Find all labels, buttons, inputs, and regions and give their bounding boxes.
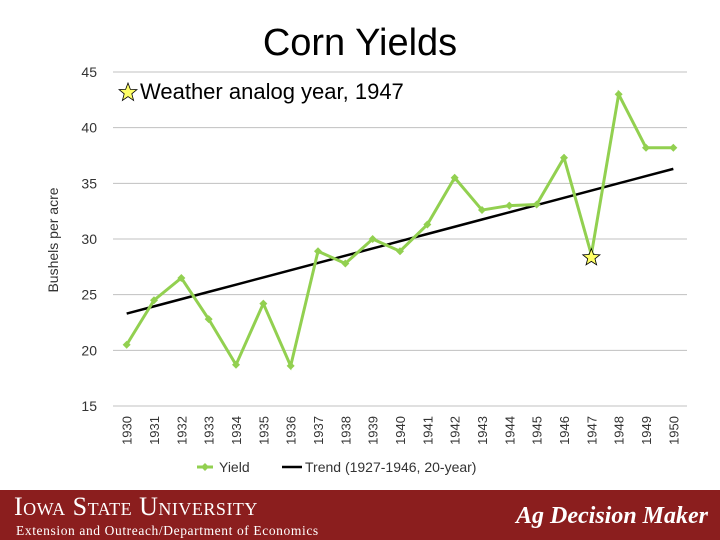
- footer-logo: Iowa State University: [14, 492, 258, 521]
- series-lines: [125, 89, 674, 371]
- yield-point: [150, 296, 158, 305]
- x-tick-label: 1930: [120, 416, 135, 445]
- legend-yield-marker: [201, 463, 209, 471]
- yield-point: [259, 299, 268, 308]
- x-tick-label: 1937: [311, 416, 326, 445]
- yield-point: [122, 340, 131, 349]
- x-tick-label: 1936: [284, 416, 299, 445]
- annotation-text: Weather analog year, 1947: [140, 79, 404, 104]
- x-tick-label: 1947: [584, 416, 599, 445]
- yield-point: [286, 361, 295, 370]
- x-tick-label: 1944: [502, 416, 517, 445]
- annotation: Weather analog year, 1947: [118, 79, 404, 105]
- highlight-star: [581, 247, 601, 266]
- x-tick-label: 1950: [666, 416, 681, 445]
- x-tick-label: 1934: [229, 416, 244, 445]
- x-tick-label: 1933: [202, 416, 217, 445]
- x-tick-label: 1941: [420, 416, 435, 445]
- x-tick-label: 1945: [530, 416, 545, 445]
- highlight-star-1947: [581, 247, 601, 266]
- legend-yield-label: Yield: [219, 459, 250, 475]
- yield-point: [450, 173, 459, 182]
- yield-point: [314, 247, 322, 256]
- y-axis-label: Bushels per acre: [45, 187, 61, 292]
- y-tick-label: 40: [81, 120, 97, 136]
- yield-line: [125, 89, 674, 371]
- y-tick-label: 45: [81, 64, 97, 80]
- yield-point: [614, 90, 623, 99]
- y-tick-label: 20: [81, 342, 97, 358]
- gridlines: [113, 71, 687, 407]
- yield-point: [204, 315, 213, 324]
- yield-point: [642, 143, 650, 152]
- x-tick-label: 1940: [393, 416, 408, 445]
- y-tick-label: 15: [81, 398, 97, 414]
- yield-point: [532, 200, 541, 209]
- x-tick-label: 1935: [256, 416, 271, 445]
- x-tick-label: 1938: [338, 416, 353, 445]
- yield-point: [368, 235, 377, 243]
- legend-trend-label: Trend (1927-1946, 20-year): [305, 459, 476, 475]
- legend: Yield Trend (1927-1946, 20-year): [197, 459, 476, 475]
- footer-brand: Ag Decision Maker: [516, 503, 708, 529]
- y-tick-label: 35: [81, 175, 97, 191]
- star-icon: [118, 82, 138, 102]
- yield-point: [505, 201, 514, 210]
- footer: Iowa State University Extension and Outr…: [0, 490, 720, 540]
- yield-point: [341, 259, 350, 268]
- footer-subtitle: Extension and Outreach/Department of Eco…: [16, 523, 319, 538]
- x-axis-ticks: 1930 1931 1932 1933 1934 1935 1936 1937 1938 1939…: [120, 416, 682, 445]
- x-tick-label: 1931: [147, 416, 162, 445]
- yield-point: [669, 143, 678, 152]
- x-tick-label: 1943: [475, 416, 490, 445]
- yield-point: [396, 247, 404, 256]
- slide-title: Corn Yields: [262, 22, 458, 64]
- yield-point: [423, 220, 432, 229]
- x-tick-label: 1939: [366, 416, 381, 445]
- trend-line: [126, 167, 674, 315]
- x-tick-label: 1942: [448, 416, 463, 445]
- yield-point: [232, 360, 240, 369]
- yield-point: [177, 273, 186, 282]
- yield-point: [478, 206, 486, 215]
- x-tick-label: 1949: [639, 416, 654, 445]
- x-tick-label: 1948: [612, 416, 627, 445]
- y-tick-label: 25: [81, 287, 97, 303]
- x-tick-label: 1932: [174, 416, 189, 445]
- y-axis-ticks: 15 20 25 30 35 40 45: [81, 64, 97, 414]
- yield-point: [560, 153, 568, 162]
- x-tick-label: 1946: [557, 416, 572, 445]
- y-tick-label: 30: [81, 231, 97, 247]
